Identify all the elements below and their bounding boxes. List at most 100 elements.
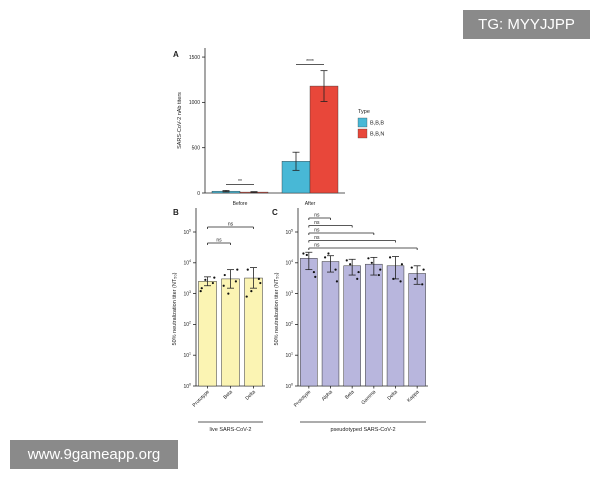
a-y-tick-label-3: 1500 — [189, 55, 200, 61]
c-x-tick-label-4: Delta — [386, 389, 399, 402]
panel-label-c: C — [272, 208, 278, 217]
c-point-0-3 — [314, 275, 317, 278]
b-point-2-0 — [246, 268, 249, 271]
b-group-label: live SARS-CoV-2 — [210, 427, 252, 433]
c-sig-label-1: ns — [314, 220, 320, 226]
c-y-tick-label-4: 104 — [285, 259, 293, 267]
b-y-tick-label-2: 102 — [183, 321, 191, 329]
a-legend-label-1: B,B,N — [370, 132, 384, 138]
a-bar-1-1 — [309, 85, 339, 194]
c-sig-label-3: ns — [314, 235, 320, 241]
b-point-2-2 — [250, 290, 253, 293]
b-point-1-0 — [223, 273, 226, 277]
a-x-tick-label-1: After — [305, 201, 316, 207]
a-legend-swatch-0 — [357, 117, 368, 128]
b-sig-label-0: ns — [216, 238, 222, 244]
c-group-label: pseudotyped SARS-CoV-2 — [330, 427, 395, 433]
b-point-2-1 — [257, 277, 260, 281]
a-sig-label-0: ** — [238, 179, 242, 185]
b-point-0-2 — [204, 278, 207, 281]
b-x-tick-label-2: Delta — [244, 389, 257, 402]
c-bar-1 — [321, 261, 340, 387]
c-point-5-2 — [414, 277, 417, 281]
c-point-0-1 — [312, 270, 316, 274]
a-legend-swatch-1 — [357, 128, 368, 139]
c-point-3-1 — [377, 273, 381, 277]
a-sig-label-1: **** — [306, 59, 314, 65]
c-bar-4 — [386, 265, 405, 387]
c-point-5-3 — [422, 268, 425, 271]
b-point-0-3 — [213, 276, 216, 279]
b-bar-1 — [221, 278, 240, 387]
c-point-2-3 — [357, 270, 360, 274]
b-x-tick-label-1: Beta — [222, 389, 234, 401]
a-y-tick-label-1: 500 — [192, 145, 201, 151]
a-y-axis-label: SARS-CoV-2 nAb titers — [177, 92, 183, 149]
b-point-0-0 — [200, 287, 203, 290]
b-bar-0 — [198, 281, 217, 387]
b-y-axis-label: 50% neutralization titer (NT₅₀) — [172, 272, 178, 345]
c-point-4-1 — [399, 280, 402, 283]
b-y-tick-label-0: 100 — [183, 382, 191, 390]
c-x-tick-label-0: Prototype — [293, 389, 313, 409]
c-bar-5 — [408, 273, 426, 387]
panel-label-b: B — [173, 208, 179, 217]
c-x-tick-label-2: Beta — [344, 389, 356, 401]
c-point-3-2 — [370, 261, 373, 264]
c-y-tick-label-1: 101 — [285, 352, 293, 360]
b-point-0-4 — [199, 290, 202, 293]
b-x-tick-label-0: Prototype — [192, 389, 212, 409]
c-y-tick-label-5: 105 — [285, 228, 293, 236]
c-bar-3 — [365, 263, 383, 387]
c-point-1-2 — [327, 252, 330, 255]
c-point-1-1 — [334, 268, 337, 271]
c-point-2-0 — [345, 259, 348, 262]
c-point-2-1 — [356, 277, 359, 281]
watermark-bottom-left: www.9gameapp.org — [10, 440, 178, 469]
c-point-0-2 — [305, 253, 308, 257]
c-point-3-3 — [379, 268, 382, 271]
c-point-0-0 — [302, 252, 305, 255]
b-y-tick-label-1: 101 — [183, 352, 191, 360]
c-sig-label-0: ns — [314, 213, 320, 219]
c-point-1-0 — [323, 256, 327, 259]
b-point-2-3 — [259, 281, 262, 285]
watermark-top-right: TG: MYYJJPP — [463, 10, 590, 39]
c-x-tick-label-1: Alpha — [321, 389, 334, 402]
c-bar-2 — [343, 265, 361, 387]
b-bar-2 — [244, 277, 263, 387]
c-point-1-3 — [335, 280, 339, 283]
b-point-1-3 — [236, 268, 239, 271]
b-sig-label-1: ns — [228, 222, 234, 228]
b-point-1-1 — [234, 280, 237, 283]
a-legend-title: Type — [358, 109, 370, 115]
c-x-tick-label-5: Kappa — [406, 389, 421, 404]
c-point-2-2 — [349, 263, 352, 266]
c-y-tick-label-2: 102 — [285, 321, 293, 329]
b-point-2-4 — [245, 295, 248, 298]
c-point-4-0 — [388, 256, 392, 259]
b-y-tick-label-4: 104 — [183, 259, 191, 267]
c-y-tick-label-0: 100 — [285, 382, 293, 390]
b-y-tick-label-3: 103 — [183, 290, 191, 298]
c-sig-label-2: ns — [314, 228, 320, 234]
c-point-4-2 — [392, 277, 395, 281]
c-x-tick-label-3: Gamma — [360, 389, 377, 406]
c-point-5-0 — [410, 266, 413, 269]
a-y-tick-label-2: 1000 — [189, 100, 200, 106]
c-point-5-1 — [421, 283, 424, 286]
c-sig-label-4: ns — [314, 243, 320, 249]
b-point-1-2 — [227, 292, 230, 295]
c-y-tick-label-3: 103 — [285, 290, 293, 298]
b-point-1-4 — [222, 284, 225, 287]
a-x-tick-label-0: Before — [233, 201, 248, 207]
b-y-tick-label-5: 105 — [183, 228, 191, 236]
b-point-0-1 — [211, 281, 214, 285]
a-y-tick-label-0: 0 — [197, 191, 200, 197]
a-legend-label-0: B,B,B — [370, 121, 384, 127]
c-point-3-0 — [367, 257, 370, 260]
panel-label-a: A — [173, 50, 179, 59]
c-point-4-3 — [400, 263, 404, 266]
c-y-axis-label: 50% neutralization titer (NT₅₀) — [274, 272, 280, 345]
